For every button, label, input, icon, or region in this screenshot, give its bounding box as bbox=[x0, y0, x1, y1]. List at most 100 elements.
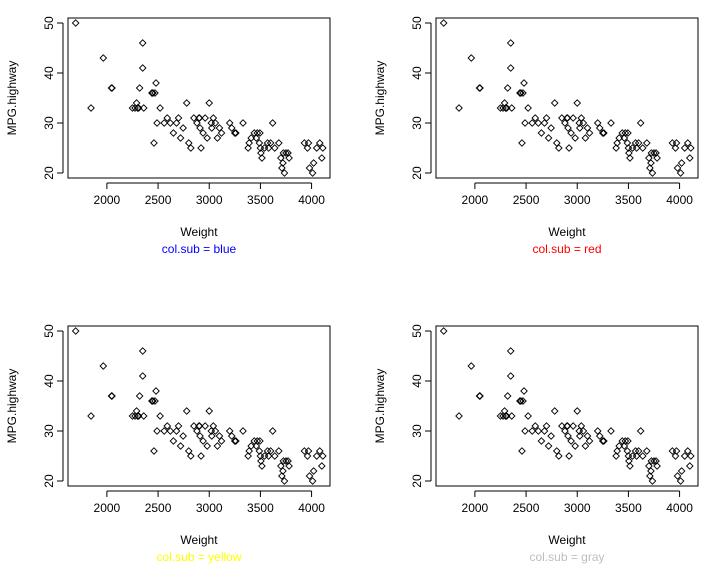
data-point bbox=[215, 124, 224, 132]
data-point bbox=[567, 129, 575, 137]
x-axis-title: Weight bbox=[180, 533, 218, 547]
data-point bbox=[138, 347, 147, 355]
data-point bbox=[99, 54, 108, 62]
data-point bbox=[650, 457, 658, 465]
data-point bbox=[176, 134, 185, 142]
data-point bbox=[600, 437, 608, 445]
data-point bbox=[632, 144, 641, 152]
data-point bbox=[278, 164, 286, 172]
data-point bbox=[217, 437, 226, 445]
data-point bbox=[558, 422, 566, 430]
data-point bbox=[253, 437, 262, 445]
data-point bbox=[528, 119, 537, 127]
data-point bbox=[176, 442, 185, 450]
data-point bbox=[252, 134, 261, 142]
data-point bbox=[540, 119, 549, 127]
y-tick-label: 20 bbox=[42, 474, 56, 488]
x-tick-label: 3000 bbox=[564, 501, 591, 515]
data-point bbox=[439, 19, 448, 27]
data-point bbox=[99, 362, 108, 370]
data-point bbox=[211, 119, 220, 127]
data-point bbox=[615, 134, 624, 142]
data-point bbox=[561, 119, 569, 127]
data-point bbox=[280, 169, 289, 177]
data-point bbox=[593, 119, 602, 127]
y-tick-label: 20 bbox=[42, 166, 56, 180]
data-point bbox=[672, 139, 681, 147]
subtitle: col.sub = blue bbox=[162, 242, 237, 256]
data-point bbox=[151, 89, 159, 97]
data-point bbox=[280, 477, 289, 485]
data-point bbox=[304, 139, 313, 147]
data-point bbox=[677, 159, 686, 167]
data-point bbox=[542, 422, 551, 430]
x-tick-label: 3000 bbox=[196, 193, 223, 207]
data-point bbox=[673, 164, 682, 172]
data-point bbox=[166, 119, 175, 127]
data-point bbox=[108, 84, 116, 92]
data-point bbox=[253, 129, 262, 137]
data-point bbox=[671, 452, 680, 460]
data-point bbox=[517, 397, 525, 405]
data-point bbox=[277, 154, 285, 162]
data-point bbox=[455, 104, 463, 112]
data-point bbox=[531, 114, 540, 122]
data-point bbox=[507, 104, 516, 112]
plot-frame bbox=[435, 325, 699, 487]
data-point bbox=[496, 412, 505, 420]
y-tick-label: 30 bbox=[42, 424, 56, 438]
data-point bbox=[579, 427, 588, 435]
data-point bbox=[186, 452, 195, 460]
data-point bbox=[312, 452, 321, 460]
x-tick-label: 2000 bbox=[462, 193, 489, 207]
data-point bbox=[174, 114, 183, 122]
data-point bbox=[577, 422, 586, 430]
data-point bbox=[201, 422, 209, 430]
data-point bbox=[134, 412, 143, 420]
data-point bbox=[537, 129, 546, 137]
data-point bbox=[309, 467, 318, 475]
data-point bbox=[282, 149, 290, 157]
data-point bbox=[626, 462, 634, 470]
data-point bbox=[169, 437, 178, 445]
data-point bbox=[550, 407, 559, 415]
data-point bbox=[190, 422, 198, 430]
y-tick-label: 30 bbox=[410, 116, 424, 130]
data-point bbox=[135, 84, 144, 92]
data-point bbox=[179, 124, 187, 132]
x-tick-label: 2500 bbox=[145, 501, 172, 515]
y-axis-title: MPG.highway bbox=[373, 369, 387, 444]
data-point bbox=[581, 134, 590, 142]
data-point bbox=[552, 139, 561, 147]
x-tick-label: 2000 bbox=[94, 501, 121, 515]
data-point bbox=[671, 144, 680, 152]
y-tick-label: 50 bbox=[42, 324, 56, 338]
data-point bbox=[172, 427, 181, 435]
data-point bbox=[501, 104, 510, 112]
data-point bbox=[521, 119, 529, 127]
data-point bbox=[151, 397, 159, 405]
x-tick-label: 3500 bbox=[247, 193, 274, 207]
x-tick-label: 3500 bbox=[615, 193, 642, 207]
data-point bbox=[172, 119, 181, 127]
data-point bbox=[564, 124, 572, 132]
data-point bbox=[624, 437, 632, 445]
data-point bbox=[636, 119, 645, 127]
data-point bbox=[683, 447, 692, 455]
x-tick-label: 3000 bbox=[564, 193, 591, 207]
data-point bbox=[308, 169, 317, 177]
data-point bbox=[139, 104, 148, 112]
x-tick-label: 2500 bbox=[513, 193, 540, 207]
data-point bbox=[685, 462, 694, 470]
data-point bbox=[153, 119, 161, 127]
data-point bbox=[138, 64, 147, 72]
data-point bbox=[680, 452, 689, 460]
plot-frame bbox=[67, 17, 331, 179]
data-point bbox=[195, 114, 204, 122]
data-point bbox=[534, 427, 543, 435]
data-point bbox=[540, 427, 549, 435]
data-point bbox=[653, 462, 661, 470]
data-point bbox=[565, 144, 573, 152]
data-point bbox=[646, 164, 654, 172]
x-tick-label: 2500 bbox=[145, 193, 172, 207]
